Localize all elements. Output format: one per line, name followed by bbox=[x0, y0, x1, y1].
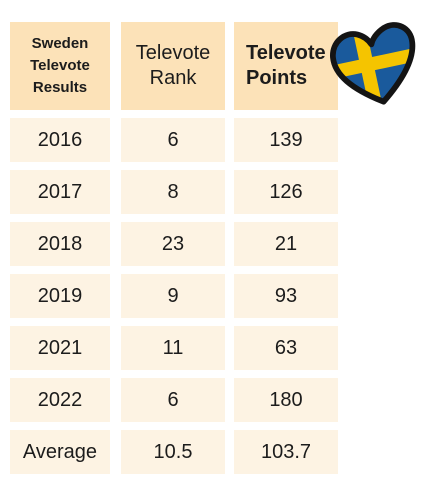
heart-outline bbox=[330, 22, 416, 105]
year-cell: 2018 bbox=[10, 222, 110, 266]
rank-cell: 11 bbox=[121, 326, 225, 370]
points-cell: 180 bbox=[234, 378, 338, 422]
flag-horizontal-stripe bbox=[328, 46, 424, 80]
year-cell: 2019 bbox=[10, 274, 110, 318]
points-cell: 103.7 bbox=[234, 430, 338, 474]
points-cell: 126 bbox=[234, 170, 338, 214]
rank-cell: 10.5 bbox=[121, 430, 225, 474]
points-cell: 21 bbox=[234, 222, 338, 266]
year-cell: 2021 bbox=[10, 326, 110, 370]
sweden-flag-heart-icon bbox=[328, 21, 424, 111]
points-cell: 63 bbox=[234, 326, 338, 370]
table-header-title: Sweden Televote Results bbox=[10, 22, 110, 110]
year-cell: 2017 bbox=[10, 170, 110, 214]
table-header-points: Televote Points bbox=[234, 22, 338, 110]
rank-cell: 8 bbox=[121, 170, 225, 214]
rank-cell: 6 bbox=[121, 118, 225, 162]
year-cell: 2022 bbox=[10, 378, 110, 422]
rank-cell: 6 bbox=[121, 378, 225, 422]
points-cell: 93 bbox=[234, 274, 338, 318]
year-cell: 2016 bbox=[10, 118, 110, 162]
rank-cell: 23 bbox=[121, 222, 225, 266]
flag-vertical-stripe bbox=[350, 21, 385, 111]
year-cell: Average bbox=[10, 430, 110, 474]
points-cell: 139 bbox=[234, 118, 338, 162]
table-header-rank: Televote Rank bbox=[121, 22, 225, 110]
rank-cell: 9 bbox=[121, 274, 225, 318]
